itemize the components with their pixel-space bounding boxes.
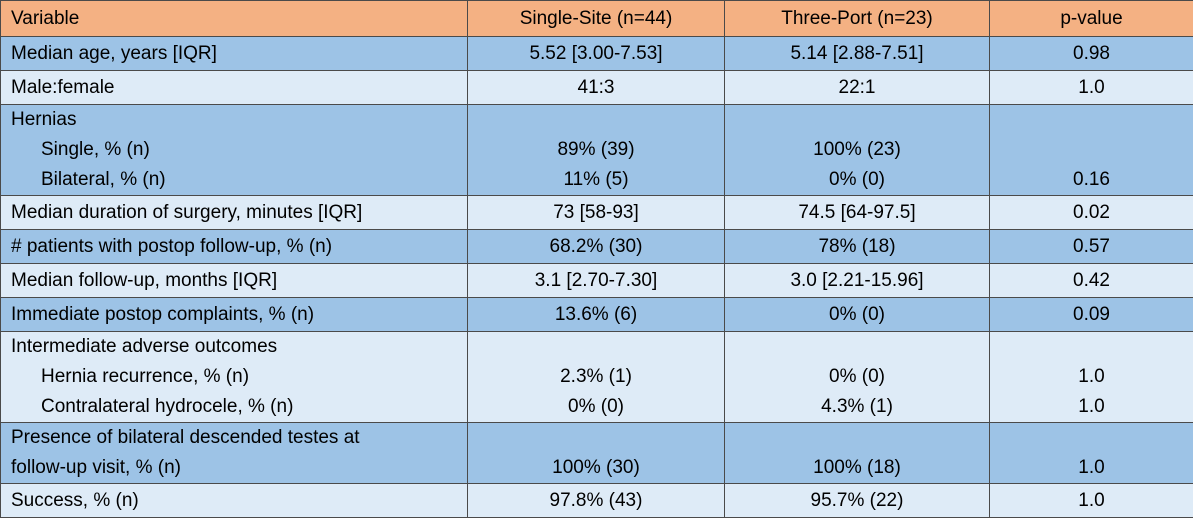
sub-value: 1.0 xyxy=(1078,396,1105,417)
row-single-site: 68.2% (30) xyxy=(467,229,725,264)
sub-label: Hernia recurrence, % (n) xyxy=(41,366,250,387)
table-row: Hernias Single, % (n) Bilateral, % (n) 8… xyxy=(0,104,1193,196)
row-three-port: 95.7% (22) xyxy=(724,483,990,518)
row-single-site: 41:3 xyxy=(467,70,725,105)
row-single-site: 89% (39) 11% (5) xyxy=(467,104,725,196)
table-row: Intermediate adverse outcomes Hernia rec… xyxy=(0,331,1193,423)
group-label: Hernias xyxy=(11,109,77,130)
row-p-value: 0.42 xyxy=(989,263,1193,298)
row-three-port: 100% (18) xyxy=(724,422,990,484)
row-variable: Success, % (n) xyxy=(0,483,468,518)
sub-value: 89% (39) xyxy=(557,139,635,160)
row-single-site: 5.52 [3.00-7.53] xyxy=(467,36,725,71)
sub-value: 100% (30) xyxy=(552,457,640,478)
row-variable: Immediate postop complaints, % (n) xyxy=(0,297,468,332)
row-p-value: 0.09 xyxy=(989,297,1193,332)
row-p-value: 1.0 1.0 xyxy=(989,331,1193,423)
row-three-port: 100% (23) 0% (0) xyxy=(724,104,990,196)
row-single-site: 2.3% (1) 0% (0) xyxy=(467,331,725,423)
sub-value: 1.0 xyxy=(1078,366,1105,387)
row-three-port: 22:1 xyxy=(724,70,990,105)
sub-value: 0% (0) xyxy=(829,169,885,190)
row-p-value: 1.0 xyxy=(989,483,1193,518)
row-single-site: 73 [58-93] xyxy=(467,195,725,230)
row-three-port: 78% (18) xyxy=(724,229,990,264)
header-three-port: Three-Port (n=23) xyxy=(724,0,990,37)
sub-value: 4.3% (1) xyxy=(821,396,893,417)
table-header-row: Variable Single-Site (n=44) Three-Port (… xyxy=(0,0,1193,37)
row-three-port: 0% (0) 4.3% (1) xyxy=(724,331,990,423)
row-single-site: 3.1 [2.70-7.30] xyxy=(467,263,725,298)
row-variable-line2: follow-up visit, % (n) xyxy=(11,457,181,478)
row-p-value: 1.0 xyxy=(989,70,1193,105)
results-table: Variable Single-Site (n=44) Three-Port (… xyxy=(0,0,1193,518)
table-row: # patients with postop follow-up, % (n) … xyxy=(0,229,1193,264)
row-variable: # patients with postop follow-up, % (n) xyxy=(0,229,468,264)
table-row: Male:female 41:3 22:1 1.0 xyxy=(0,70,1193,105)
table-row: Presence of bilateral descended testes a… xyxy=(0,422,1193,484)
row-three-port: 0% (0) xyxy=(724,297,990,332)
row-variable: Median follow-up, months [IQR] xyxy=(0,263,468,298)
table-row: Median age, years [IQR] 5.52 [3.00-7.53]… xyxy=(0,36,1193,71)
table-row: Median follow-up, months [IQR] 3.1 [2.70… xyxy=(0,263,1193,298)
row-variable: Male:female xyxy=(0,70,468,105)
row-variable-line1: Presence of bilateral descended testes a… xyxy=(11,427,360,448)
row-p-value: 0.57 xyxy=(989,229,1193,264)
row-three-port: 5.14 [2.88-7.51] xyxy=(724,36,990,71)
sub-label: Contralateral hydrocele, % (n) xyxy=(41,396,294,417)
sub-value: 100% (23) xyxy=(813,139,901,160)
table-row: Median duration of surgery, minutes [IQR… xyxy=(0,195,1193,230)
group-label: Intermediate adverse outcomes xyxy=(11,336,278,357)
sub-label: Bilateral, % (n) xyxy=(41,169,166,190)
row-variable: Median age, years [IQR] xyxy=(0,36,468,71)
sub-value: 11% (5) xyxy=(563,169,629,190)
sub-value: 2.3% (1) xyxy=(560,366,632,387)
row-p-value: 0.16 xyxy=(989,104,1193,196)
table-row: Immediate postop complaints, % (n) 13.6%… xyxy=(0,297,1193,332)
row-single-site: 97.8% (43) xyxy=(467,483,725,518)
row-three-port: 3.0 [2.21-15.96] xyxy=(724,263,990,298)
row-variable: Intermediate adverse outcomes Hernia rec… xyxy=(0,331,468,423)
sub-value: 0% (0) xyxy=(829,366,885,387)
row-three-port: 74.5 [64-97.5] xyxy=(724,195,990,230)
row-p-value: 1.0 xyxy=(989,422,1193,484)
sub-value: 1.0 xyxy=(1078,457,1105,478)
table-row: Success, % (n) 97.8% (43) 95.7% (22) 1.0 xyxy=(0,483,1193,518)
sub-value: 0% (0) xyxy=(568,396,624,417)
sub-label: Single, % (n) xyxy=(41,139,150,160)
row-variable: Presence of bilateral descended testes a… xyxy=(0,422,468,484)
header-variable: Variable xyxy=(0,0,468,37)
row-p-value: 0.98 xyxy=(989,36,1193,71)
row-p-value: 0.02 xyxy=(989,195,1193,230)
header-single-site: Single-Site (n=44) xyxy=(467,0,725,37)
row-variable: Median duration of surgery, minutes [IQR… xyxy=(0,195,468,230)
row-single-site: 100% (30) xyxy=(467,422,725,484)
sub-value: 100% (18) xyxy=(813,457,901,478)
header-p-value: p-value xyxy=(989,0,1193,37)
row-single-site: 13.6% (6) xyxy=(467,297,725,332)
row-variable: Hernias Single, % (n) Bilateral, % (n) xyxy=(0,104,468,196)
sub-value: 0.16 xyxy=(1073,169,1110,190)
